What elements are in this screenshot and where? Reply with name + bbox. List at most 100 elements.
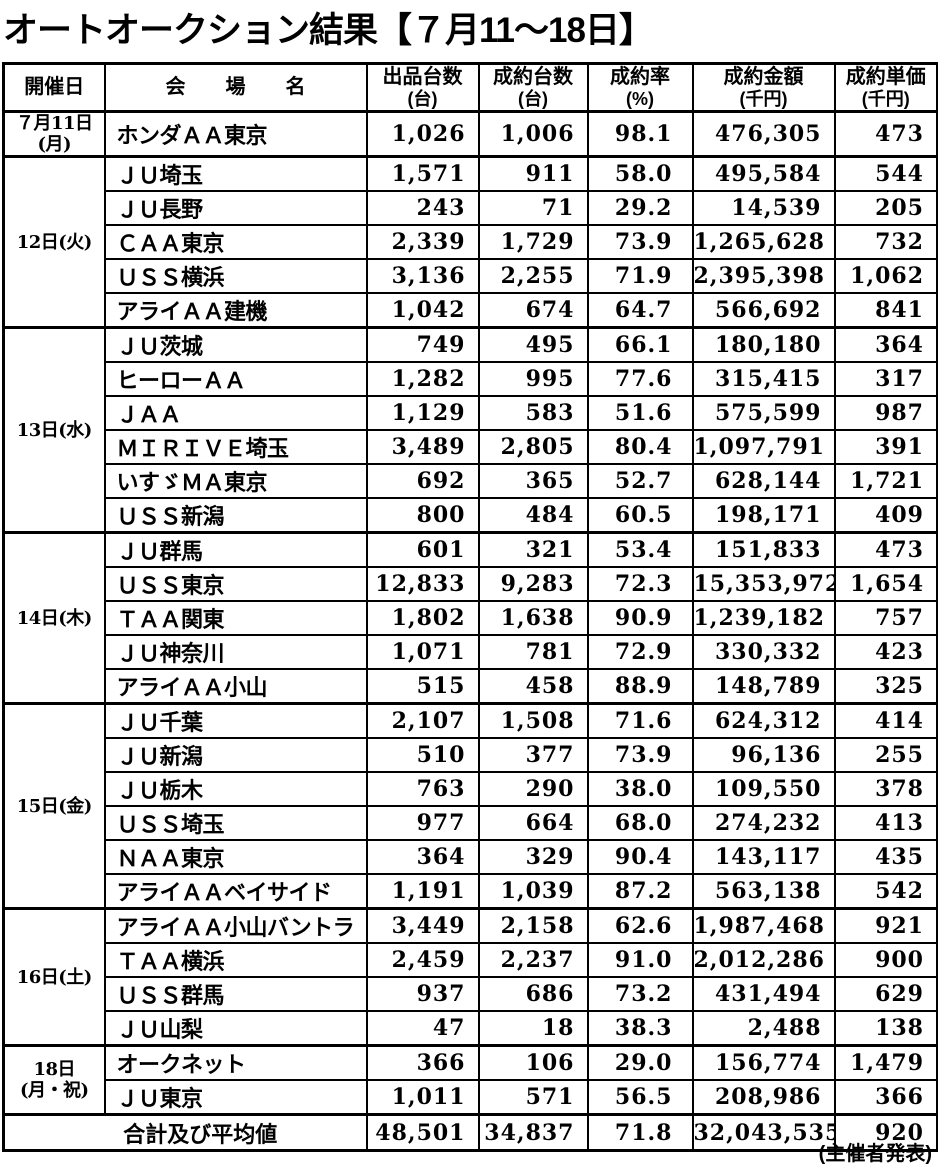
venue-cell: ＮＡＡ東京 [103,839,368,876]
listed-count-cell: 692 [365,463,480,500]
amount-cell: 274,232 [691,805,836,842]
amount-cell: 14,539 [691,190,836,227]
header-rate-line2: (%) [626,88,654,109]
unit-price-cell: 413 [833,805,938,842]
venue-cell: アライＡＡ小山バントラ [103,907,368,945]
amount-cell: 151,833 [691,531,836,569]
venue-cell: ＵＳＳ東京 [103,566,368,603]
venue-cell: ＵＳＳ横浜 [103,258,368,295]
unit-price-cell: 138 [833,1010,938,1047]
sold-count-cell: 911 [477,155,589,193]
amount-cell: 1,239,182 [691,600,836,637]
table-row: ＪＵ栃木 763 290 38.0 109,550 378 [4,771,938,808]
venue-cell: ＪＡＡ [103,395,368,432]
sold-count-cell: 674 [477,292,589,329]
listed-count-cell: 1,129 [365,395,480,432]
amount-cell: 566,692 [691,292,836,329]
table-body: ７月11日(月) ホンダＡＡ東京 1,026 1,006 98.1 476,305 473 1… [2,109,938,1152]
unit-price-cell: 473 [833,109,938,158]
venue-cell: ＵＳＳ新潟 [103,497,368,534]
table-row: ＵＳＳ新潟 800 484 60.5 198,171 409 [4,497,938,534]
header-amount-line1: 成約金額 [723,66,804,89]
venue-cell: ＪＵ東京 [103,1079,368,1116]
amount-cell: 624,312 [691,702,836,740]
venue-cell: アライＡＡ小山 [103,668,368,705]
table-row: 18日 (月・祝) オークネット 366 106 29.0 156,774 1,479 [2,1044,938,1116]
rate-cell: 73.9 [586,737,694,774]
listed-count-cell: 2,107 [365,702,480,740]
table-row: ＴＡＡ横浜 2,459 2,237 91.0 2,012,286 900 [4,942,938,979]
unit-price-cell: 435 [833,839,938,876]
sold-count-cell: 9,283 [477,566,589,603]
rate-cell: 87.2 [586,873,694,910]
table-row: ＣＡＡ東京 2,339 1,729 73.9 1,265,628 732 [4,224,938,261]
amount-cell: 180,180 [691,326,836,364]
unit-price-cell: 544 [833,155,938,193]
rate-cell: 29.2 [586,190,694,227]
rate-cell: 72.9 [586,634,694,671]
venue-cell: ＪＵ栃木 [103,771,368,808]
sold-count-cell: 290 [477,771,589,808]
table-row: 13日(水) ＪＵ茨城 749 495 66.1 180,180 364 [2,326,938,534]
table-row: 12日(火) ＪＵ埼玉 1,571 911 58.0 495,584 544 [2,155,938,329]
total-listed-count-cell: 48,501 [365,1113,480,1152]
table-row: アライＡＡ小山 515 458 88.9 148,789 325 [4,668,938,705]
header-sold-line2: (台) [518,88,548,109]
date-cell: 16日(土) [2,907,106,1047]
sold-count-cell: 1,006 [477,109,589,158]
rate-cell: 66.1 [586,326,694,364]
rate-cell: 90.9 [586,600,694,637]
listed-count-cell: 1,071 [365,634,480,671]
listed-count-cell: 1,571 [365,155,480,193]
header-listed-count: 出品台数 (台) [365,62,480,113]
table-row: 16日(土) アライＡＡ小山バントラ 3,449 2,158 62.6 1,987,468… [2,907,938,1047]
table-row: ＵＳＳ横浜 3,136 2,255 71.9 2,395,398 1,062 [4,258,938,295]
venue-cell: ＪＵ神奈川 [103,634,368,671]
table-row: ＵＳＳ埼玉 977 664 68.0 274,232 413 [4,805,938,842]
unit-price-cell: 423 [833,634,938,671]
venue-cell: ヒーローＡＡ [103,361,368,398]
rate-cell: 98.1 [586,109,694,158]
header-rate-line1: 成約率 [610,66,670,89]
amount-cell: 148,789 [691,668,836,705]
rate-cell: 80.4 [586,429,694,466]
venue-cell: オークネット [103,1044,368,1082]
venue-cell: いすゞＭＡ東京 [103,463,368,500]
sold-count-cell: 329 [477,839,589,876]
date-cell: 12日(火) [2,155,106,329]
amount-cell: 2,012,286 [691,942,836,979]
venue-cell: ＪＵ埼玉 [103,155,368,193]
rate-cell: 68.0 [586,805,694,842]
rate-cell: 53.4 [586,531,694,569]
listed-count-cell: 3,489 [365,429,480,466]
table-row: アライＡＡベイサイド 1,191 1,039 87.2 563,138 542 [4,873,938,910]
venue-cell: ＵＳＳ群馬 [103,976,368,1013]
sold-count-cell: 377 [477,737,589,774]
unit-price-cell: 255 [833,737,938,774]
amount-cell: 1,987,468 [691,907,836,945]
header-amount-line2: (千円) [739,88,788,109]
header-unit-price: 成約単価 (千円) [833,62,938,113]
listed-count-cell: 47 [365,1010,480,1047]
table-row: ＮＡＡ東京 364 329 90.4 143,117 435 [4,839,938,876]
rate-cell: 51.6 [586,395,694,432]
table-row: ＭＩＲＩＶＥ埼玉 3,489 2,805 80.4 1,097,791 391 [4,429,938,466]
venue-cell: ＵＳＳ埼玉 [103,805,368,842]
amount-cell: 575,599 [691,395,836,432]
auction-results-table: 開催日 会 場 名 出品台数 (台) 成約台数 (台) 成約率 (%) [2,62,938,1153]
header-rate: 成約率 (%) [586,62,694,113]
listed-count-cell: 3,449 [365,907,480,945]
listed-count-cell: 366 [365,1044,480,1082]
total-rate-cell: 71.8 [586,1113,694,1152]
amount-cell: 15,353,972 [691,566,836,603]
venue-cell: アライＡＡベイサイド [103,873,368,910]
amount-cell: 2,488 [691,1010,836,1047]
amount-cell: 315,415 [691,361,836,398]
listed-count-cell: 515 [365,668,480,705]
header-amount: 成約金額 (千円) [691,62,836,113]
sold-count-cell: 1,729 [477,224,589,261]
listed-count-cell: 2,459 [365,942,480,979]
sold-count-cell: 686 [477,976,589,1013]
table-row: ７月11日(月) ホンダＡＡ東京 1,026 1,006 98.1 476,305 473 [2,109,938,158]
